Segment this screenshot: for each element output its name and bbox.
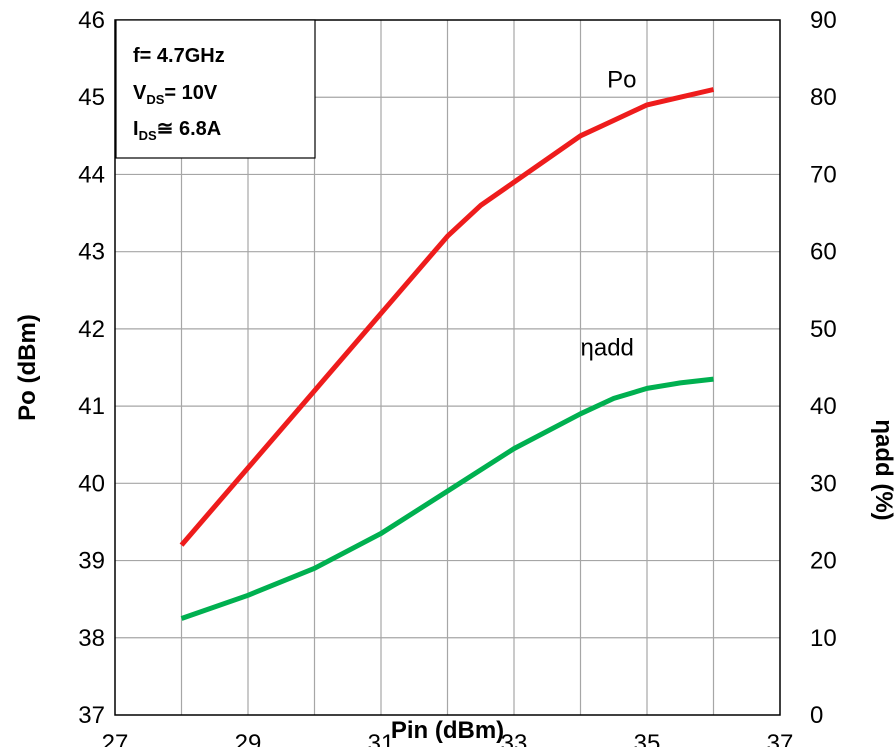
y-axis-label: Po (dBm) (14, 314, 41, 421)
grid-lines (115, 20, 780, 715)
y-tick-label: 39 (78, 548, 105, 575)
annotation-ids: IDS≅ 6.8A (133, 118, 221, 143)
series-line-eta (180, 376, 714, 621)
y-tick-label: 41 (78, 393, 105, 420)
y-tick-label: 42 (78, 316, 105, 343)
x-tick-label: 27 (102, 730, 129, 747)
y2-tick-label: 30 (810, 470, 837, 497)
annotation-vds: VDS= 10V (133, 82, 218, 107)
y2-tick-label: 70 (810, 161, 837, 188)
y2-tick-label: 50 (810, 316, 837, 343)
y2-tick-label: 40 (810, 393, 837, 420)
y-tick-label: 45 (78, 84, 105, 111)
tick-labels: 27 29 31 33 35 37 37 38 39 40 41 42 43 44 45 46 0 10 20 30 4… (78, 7, 836, 747)
x-axis-label: Pin (dBm) (391, 717, 504, 744)
y-tick-label: 37 (78, 702, 105, 729)
series-label-po: Po (607, 67, 636, 94)
x-tick-label: 29 (235, 730, 262, 747)
y2-tick-label: 0 (810, 702, 823, 729)
y2-tick-label: 90 (810, 7, 837, 34)
plot-frame (114, 19, 781, 716)
y2-axis-label: ηadd (%) (870, 419, 896, 520)
y-tick-label: 46 (78, 7, 105, 34)
annotation-box: f= 4.7GHz VDS= 10V IDS≅ 6.8A (115, 19, 316, 159)
x-tick-label: 35 (634, 730, 661, 747)
y2-tick-label: 10 (810, 625, 837, 652)
y2-tick-label: 60 (810, 239, 837, 266)
series-label-eta: ηadd (581, 335, 634, 362)
series-line-po (179, 87, 715, 547)
y2-tick-label: 20 (810, 548, 837, 575)
series-lines (179, 87, 715, 621)
y-tick-label: 38 (78, 625, 105, 652)
y2-tick-label: 80 (810, 84, 837, 111)
y-tick-label: 40 (78, 470, 105, 497)
annotation-frequency: f= 4.7GHz (133, 45, 225, 67)
x-tick-label: 37 (767, 730, 794, 747)
y-tick-label: 43 (78, 239, 105, 266)
y-tick-label: 44 (78, 161, 105, 188)
x-tick-label: 33 (501, 730, 528, 747)
x-tick-label: 31 (368, 730, 395, 747)
